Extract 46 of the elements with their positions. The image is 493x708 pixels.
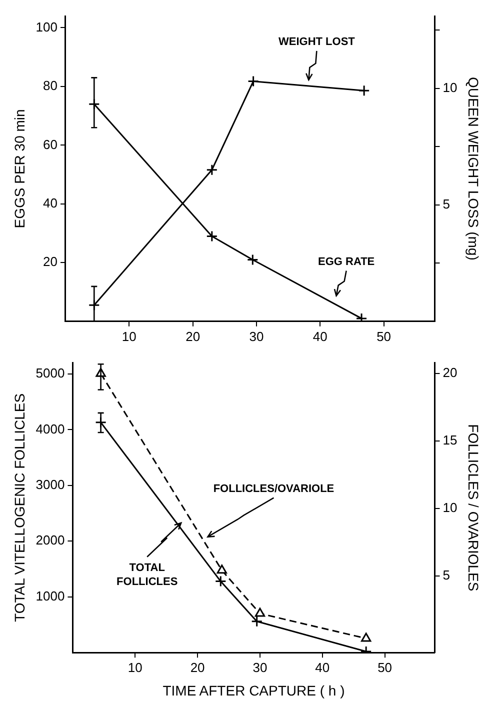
point [356,312,368,322]
x-tick-label: 10 [128,660,142,675]
y-tick-label: 4000 [36,421,65,436]
point [214,576,226,588]
y-axis-title: EGGS PER 30 min [11,109,28,228]
y2-tick-label: 10 [442,500,458,515]
y2-tick-label: 10 [442,80,458,95]
x-tick-label: 40 [312,328,328,344]
y2-tick-label: 15 [442,432,458,448]
y2-axis-title: QUEEN WEIGHT LOSS (mg) [466,77,482,260]
text: WEIGHT LOST [278,36,356,48]
y2-axis-title: FOLLICLES / OVARIOLES [466,424,482,592]
point [251,616,263,628]
x-tick-label: 10 [122,328,136,344]
point [206,230,218,242]
y-tick-label: 100 [36,19,58,34]
y-tick-label: 1000 [36,588,65,604]
point [358,84,370,96]
y2-tick-label: 5 [442,196,450,212]
x-tick-label: 50 [376,328,392,344]
y-tick-label: 5000 [36,366,65,381]
point [248,76,260,88]
x-tick-label: 50 [378,660,392,675]
text: TOTAL FOLLICLES [116,562,178,588]
y-tick-label: 40 [43,196,58,211]
y-axis-title: TOTAL VITELLOGENIC FOLLICLES [11,393,28,622]
x-tick-label: 20 [190,660,205,675]
y-tick-label: 2000 [36,532,65,548]
x-tick-label: 30 [249,328,264,344]
point [216,564,227,574]
text: FOLLICLES/OVARIOLE [213,482,334,495]
point [254,608,266,617]
x-tick-label: 30 [252,660,268,675]
y-tick-label: 20 [43,254,58,270]
point [246,254,258,266]
y2-tick-label: 20 [442,365,458,380]
y2-tick-label: 5 [442,567,450,582]
y-tick-label: 3000 [36,476,65,492]
point [206,164,218,176]
x-tick-label: 20 [186,328,200,344]
x-tick-label: 40 [315,660,330,675]
point [361,632,372,642]
y-tick-label: 80 [43,78,58,94]
x-axis-title: TIME AFTER CAPTURE ( h ) [162,682,345,698]
y-tick-label: 60 [43,136,58,152]
text: EGG RATE [318,256,375,268]
